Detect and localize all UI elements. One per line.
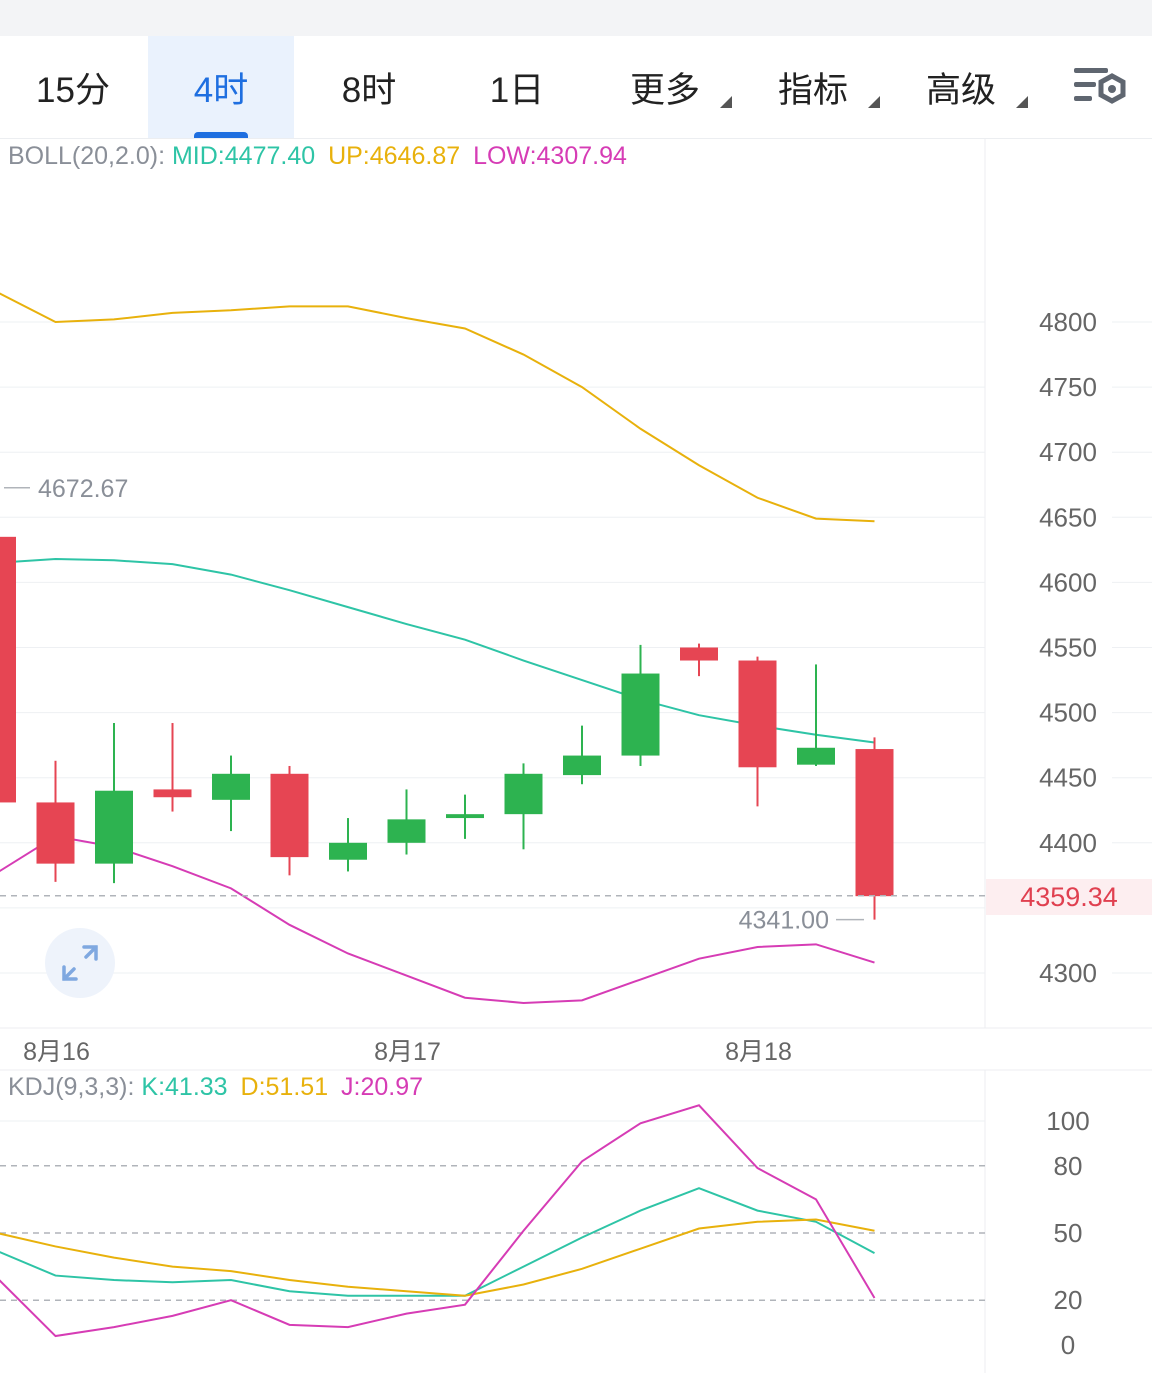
tab-5[interactable]: 指标 (740, 36, 886, 138)
candle-body (387, 819, 426, 843)
boll-up-line (0, 292, 875, 523)
dropdown-caret-icon (868, 96, 880, 108)
chart-settings-gear-icon (1074, 68, 1126, 104)
candle-body (504, 773, 543, 815)
boll-legend: BOLL(20,2.0): MID:4477.40 UP:4646.87 LOW… (8, 142, 633, 171)
y-tick-label: 4750 (1039, 372, 1097, 402)
kdj-legend-name: KDJ(9,3,3): (8, 1073, 135, 1101)
candle-body (446, 814, 484, 819)
y-tick-label: 4400 (1039, 828, 1097, 858)
boll-low-line (0, 835, 875, 1004)
expand-chart-button[interactable] (45, 928, 115, 998)
tab-3[interactable]: 1日 (444, 36, 590, 138)
candle-body (36, 802, 75, 864)
candle-body (563, 755, 601, 776)
x-tick-label: 8月16 (23, 1038, 90, 1066)
candle-body (797, 747, 835, 765)
kdj-j-line (0, 1104, 876, 1338)
x-tick-label: 8月17 (374, 1038, 441, 1066)
kdj-y-tick-label: 20 (1054, 1285, 1083, 1315)
candle-body (95, 790, 133, 864)
y-tick-label: 4550 (1039, 633, 1097, 663)
tab-label: 1日 (489, 70, 545, 110)
boll-legend-low: LOW:4307.94 (473, 142, 627, 170)
timeframe-tabs: 15分 4时 8时 1日 更多 指标 高级 (0, 36, 1152, 139)
tab-4[interactable]: 更多 (592, 36, 738, 138)
candle-body (270, 773, 309, 858)
tab-2[interactable]: 8时 (296, 36, 442, 138)
chart-settings-button[interactable] (1072, 62, 1128, 112)
kdj-legend-k: K:41.33 (141, 1073, 228, 1101)
tab-label: 4时 (193, 70, 249, 110)
kdj-d-line (0, 1218, 875, 1297)
candle-body (680, 647, 718, 661)
candle-body (0, 536, 16, 803)
candle-body (738, 660, 777, 768)
current-price-tag: 4359.34 (986, 879, 1152, 915)
tab-6[interactable]: 高级 (888, 36, 1034, 138)
expand-arrows-icon (62, 945, 98, 981)
kdj-y-tick-label: 80 (1054, 1151, 1083, 1181)
tab-0[interactable]: 15分 (0, 36, 146, 138)
boll-legend-name: BOLL(20,2.0): (8, 142, 166, 170)
tab-label: 8时 (341, 70, 397, 110)
current-price-label: 4359.34 (1020, 881, 1118, 912)
candle-body (212, 773, 250, 800)
tab-label: 高级 (925, 70, 996, 110)
y-tick-label: 4300 (1039, 958, 1097, 988)
dropdown-caret-icon (1016, 96, 1028, 108)
dropdown-caret-icon (720, 96, 732, 108)
active-tab-indicator (194, 132, 248, 138)
boll-legend-mid: MID:4477.40 (171, 142, 316, 170)
y-tick-label: 4500 (1039, 698, 1097, 728)
kdj-y-tick-label: 100 (1046, 1106, 1089, 1136)
kdj-legend: KDJ(9,3,3): K:41.33 D:51.51 J:20.97 (8, 1073, 429, 1102)
kdj-legend-d: D:51.51 (240, 1073, 329, 1101)
tab-label: 更多 (629, 70, 700, 110)
tab-1[interactable]: 4时 (148, 36, 294, 138)
y-tick-label: 4800 (1039, 307, 1097, 337)
kdj-legend-j: J:20.97 (341, 1073, 424, 1101)
y-tick-label: 4600 (1039, 567, 1097, 597)
kdj-y-tick-label: 0 (1061, 1330, 1075, 1360)
candle-body (329, 842, 367, 860)
low-annotation-label: 4341.00 (739, 907, 829, 935)
tab-label: 指标 (777, 70, 848, 110)
candle-body (153, 789, 192, 798)
status-strip (0, 0, 1152, 36)
kdj-k-line (0, 1187, 875, 1297)
kdj-y-tick-label: 50 (1054, 1218, 1083, 1248)
x-tick-label: 8月18 (725, 1038, 792, 1066)
tab-label: 15分 (36, 70, 110, 110)
high-annotation-label: 4672.67 (38, 475, 128, 503)
y-tick-label: 4450 (1039, 763, 1097, 793)
candle-body (855, 749, 894, 897)
boll-legend-up: UP:4646.87 (328, 142, 461, 170)
candle-body (621, 673, 660, 756)
y-tick-label: 4650 (1039, 502, 1097, 532)
y-tick-label: 4700 (1039, 437, 1097, 467)
boll-mid-line (0, 557, 875, 744)
